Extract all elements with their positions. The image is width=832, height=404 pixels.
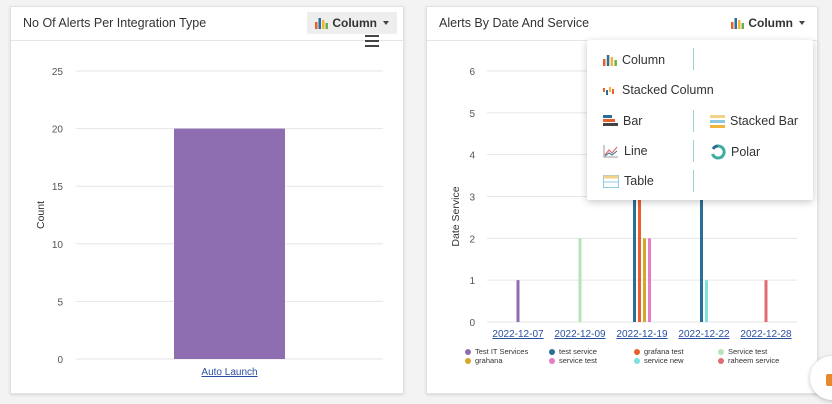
y-tick-label: 15 [52, 182, 64, 193]
stacked-column-icon [603, 87, 614, 95]
panel-title: Alerts By Date And Service [439, 16, 590, 30]
y-tick-label: 20 [52, 125, 64, 136]
y-tick-label: 10 [52, 240, 64, 251]
table-icon [603, 174, 619, 188]
bar [633, 196, 636, 322]
panel-title: No Of Alerts Per Integration Type [23, 16, 207, 30]
legend-label: grafana test [644, 347, 684, 356]
legend-item[interactable]: grafana test [634, 347, 684, 356]
chat-icon [826, 374, 832, 386]
legend-swatch [634, 348, 640, 355]
legend-label: Test IT Services [475, 347, 529, 356]
y-tick-label: 2 [469, 234, 475, 245]
dropdown-item-polar[interactable]: Polar [710, 144, 760, 160]
chevron-down-icon [799, 21, 805, 25]
chart-type-label: Column [332, 16, 377, 30]
legend-swatch [549, 348, 555, 355]
bar [516, 280, 520, 322]
stacked-bar-icon [710, 114, 725, 128]
legend-item[interactable]: service new [634, 356, 684, 365]
legend-label: Service test [728, 347, 768, 356]
hamburger-menu-icon[interactable] [365, 35, 379, 47]
bar [638, 196, 641, 322]
legend-label: test service [559, 347, 597, 356]
bar [705, 280, 708, 322]
legend-item[interactable]: test service [549, 347, 597, 356]
chart-type-label: Column [748, 16, 793, 30]
legend-label: service test [559, 356, 597, 365]
x-tick-label[interactable]: 2022-12-19 [616, 329, 668, 340]
y-tick-label: 6 [469, 67, 475, 78]
dropdown-item-column[interactable]: Column [603, 53, 665, 67]
y-axis-label: Date Service [450, 186, 462, 246]
alerts-per-integration-panel: No Of Alerts Per Integration Type Column… [10, 6, 404, 394]
divider [693, 140, 694, 162]
y-tick-label: 5 [57, 297, 63, 308]
y-tick-label: 25 [52, 67, 64, 78]
bar [643, 238, 646, 322]
column-chart-icon [731, 18, 745, 29]
legend-item[interactable]: Service test [718, 347, 767, 356]
line-chart-icon [603, 145, 618, 158]
legend-item[interactable]: grahana [465, 356, 503, 365]
legend-label: raheem service [728, 356, 780, 365]
legend-item[interactable]: raheem service [718, 356, 779, 365]
legend-swatch [549, 357, 555, 364]
bar [700, 196, 703, 322]
y-tick-label: 4 [469, 151, 475, 162]
chart-type-button[interactable]: Column [723, 12, 813, 34]
divider [693, 48, 694, 70]
floating-help-button[interactable] [810, 356, 832, 400]
legend-item[interactable]: Test IT Services [465, 347, 528, 356]
legend-label: grahana [475, 356, 503, 365]
bar-chart-icon [603, 114, 618, 126]
column-chart-icon [603, 55, 617, 66]
legend-item[interactable]: service test [549, 356, 597, 365]
bar [764, 280, 768, 322]
dropdown-item-stacked-bar[interactable]: Stacked Bar [710, 114, 798, 128]
dropdown-item-bar[interactable]: Bar [603, 114, 642, 128]
chart-type-button[interactable]: Column [307, 12, 397, 34]
dropdown-item-line[interactable]: Line [603, 144, 648, 158]
bar [174, 128, 285, 359]
y-tick-label: 3 [469, 193, 475, 204]
legend-swatch [465, 357, 471, 364]
legend-label: service new [644, 356, 684, 365]
y-tick-label: 5 [469, 109, 475, 120]
x-tick-label[interactable]: Auto Launch [201, 367, 257, 378]
legend-swatch [718, 357, 724, 364]
panel-header: Alerts By Date And Service Column [427, 7, 817, 41]
integration-column-chart: 0 5 10 15 20 25 Count Auto Launch [35, 67, 383, 378]
panel-header: No Of Alerts Per Integration Type Column [11, 7, 403, 41]
y-tick-label: 0 [469, 318, 475, 329]
polar-chart-icon [711, 144, 726, 160]
y-axis-label: Count [35, 201, 47, 229]
legend-swatch [718, 348, 724, 355]
dropdown-item-table[interactable]: Table [603, 174, 654, 188]
dropdown-item-stacked-column[interactable]: Stacked Column [603, 83, 714, 97]
x-tick-label[interactable]: 2022-12-28 [740, 329, 792, 340]
bar [578, 238, 582, 322]
x-tick-label[interactable]: 2022-12-22 [678, 329, 730, 340]
x-tick-label[interactable]: 2022-12-09 [554, 329, 606, 340]
chart-type-dropdown: Column Stacked Column Bar Stacked Bar [587, 40, 813, 200]
legend-swatch [634, 357, 640, 364]
bar [648, 238, 651, 322]
chevron-down-icon [383, 21, 389, 25]
divider [693, 170, 694, 192]
divider [693, 110, 694, 132]
column-chart-icon [315, 18, 329, 29]
legend-swatch [465, 348, 471, 355]
y-tick-label: 0 [57, 355, 63, 366]
y-tick-label: 1 [469, 276, 475, 287]
x-tick-label[interactable]: 2022-12-07 [492, 329, 544, 340]
